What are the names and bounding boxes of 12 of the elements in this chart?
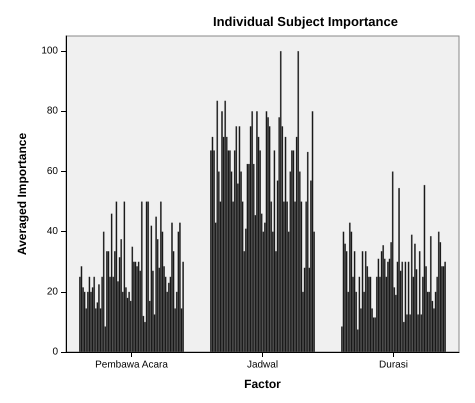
y-tick-label: 40 <box>46 226 58 238</box>
y-tick-label: 20 <box>46 286 58 298</box>
y-axis-title: Averaged Importance <box>15 132 29 256</box>
x-axis-title: Factor <box>244 377 282 391</box>
y-tick-label: 80 <box>46 106 58 117</box>
chart-title: Individual Subject Importance <box>213 14 398 29</box>
x-tick-label: Durasi <box>379 360 408 370</box>
y-tick-label: 0 <box>52 346 58 358</box>
x-tick-label: Jadwal <box>246 360 278 370</box>
y-tick-label: 100 <box>41 46 58 57</box>
y-tick-label: 60 <box>46 166 58 177</box>
x-tick-label: Pembawa Acara <box>95 360 168 370</box>
